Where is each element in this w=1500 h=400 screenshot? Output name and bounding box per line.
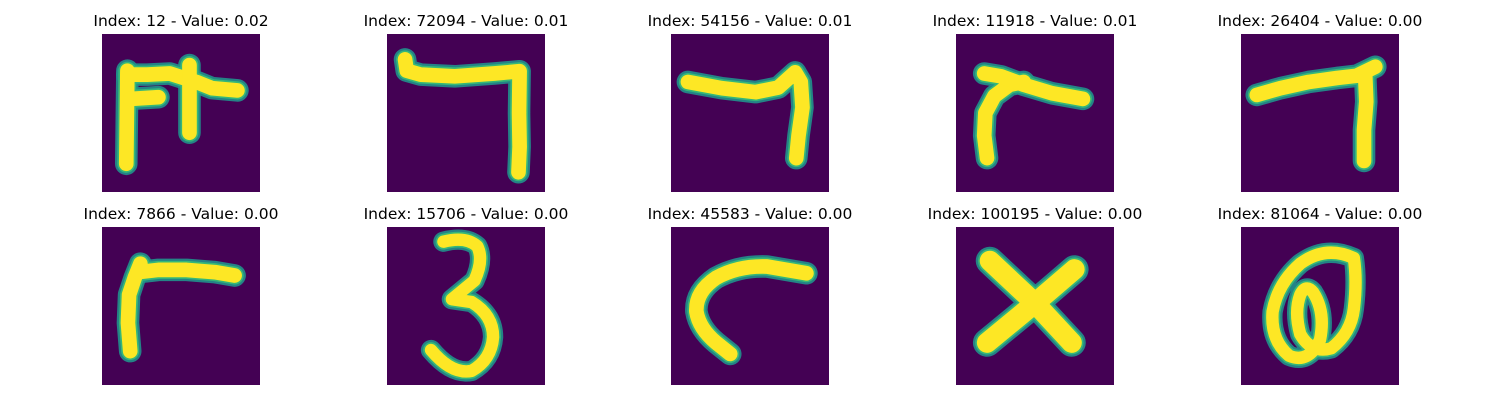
panel-title: Index: 100195 - Value: 0.00 bbox=[927, 205, 1143, 223]
stroke-segment bbox=[680, 65, 810, 166]
thin-seven-icon bbox=[1241, 34, 1399, 192]
comb-like-stroke-icon bbox=[102, 34, 260, 192]
stroke-segment bbox=[1266, 246, 1362, 365]
grid-panel-8: Index: 45583 - Value: 0.00 bbox=[648, 205, 852, 385]
hook-seven-icon bbox=[387, 34, 545, 192]
stroke-segment bbox=[118, 63, 135, 172]
panel-title: Index: 26404 - Value: 0.00 bbox=[1217, 12, 1423, 30]
panel-title: Index: 12 - Value: 0.02 bbox=[93, 12, 269, 30]
bent-seven-icon bbox=[671, 34, 829, 192]
stroke-segment bbox=[689, 259, 814, 362]
grid-panel-9: Index: 100195 - Value: 0.00 bbox=[928, 205, 1142, 385]
stroke-segment bbox=[122, 89, 166, 107]
slanted-gamma-icon bbox=[956, 34, 1114, 192]
panel-title: Index: 11918 - Value: 0.01 bbox=[932, 12, 1138, 30]
grid-panel-5: Index: 26404 - Value: 0.00 bbox=[1218, 12, 1422, 192]
grid-panel-1: Index: 12 - Value: 0.02 bbox=[93, 12, 269, 192]
grid-panel-10: Index: 81064 - Value: 0.00 bbox=[1218, 205, 1422, 385]
grid-panel-4: Index: 11918 - Value: 0.01 bbox=[933, 12, 1137, 192]
panel-title: Index: 15706 - Value: 0.00 bbox=[363, 205, 569, 223]
panel-title: Index: 81064 - Value: 0.00 bbox=[1217, 205, 1423, 223]
stroke-segment bbox=[424, 233, 500, 378]
panel-title: Index: 7866 - Value: 0.00 bbox=[83, 205, 279, 223]
stroke-segment bbox=[976, 66, 1091, 107]
stroke-segment bbox=[397, 52, 527, 180]
digit-three-icon bbox=[387, 227, 545, 385]
loop-zero-icon bbox=[1241, 227, 1399, 385]
panel-title: Index: 72094 - Value: 0.01 bbox=[363, 12, 569, 30]
grid-panel-7: Index: 15706 - Value: 0.00 bbox=[364, 205, 568, 385]
gamma-stroke-icon bbox=[102, 227, 260, 385]
panel-title: Index: 54156 - Value: 0.01 bbox=[647, 12, 853, 30]
open-c-curve-icon bbox=[671, 227, 829, 385]
grid-panel-2: Index: 72094 - Value: 0.01 bbox=[364, 12, 568, 192]
grid-panel-6: Index: 7866 - Value: 0.00 bbox=[84, 205, 278, 385]
cross-x-icon bbox=[956, 227, 1114, 385]
stroke-segment bbox=[1356, 66, 1374, 169]
panel-title: Index: 45583 - Value: 0.00 bbox=[647, 205, 853, 223]
stroke-segment bbox=[131, 262, 242, 283]
grid-panel-3: Index: 54156 - Value: 0.01 bbox=[648, 12, 852, 192]
stroke-segment bbox=[976, 259, 1085, 353]
